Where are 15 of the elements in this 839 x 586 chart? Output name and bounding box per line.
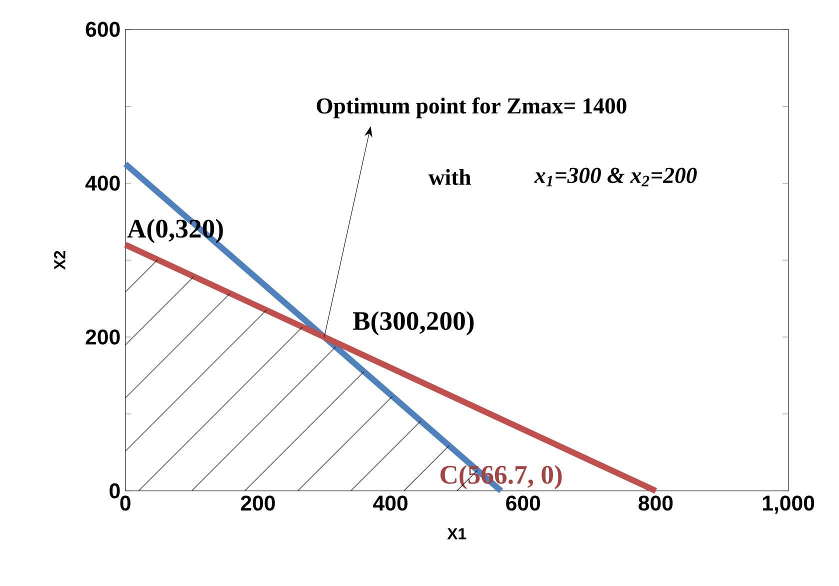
y-tick-label: 200 xyxy=(86,330,120,345)
x-axis-title: X1 xyxy=(447,528,466,540)
x-tick-label: 600 xyxy=(506,496,540,511)
annotation: Optimum point for Zmax= 1400 xyxy=(316,98,626,118)
x-tick-label: 200 xyxy=(240,496,275,511)
y-tick-label: 0 xyxy=(110,484,120,499)
y-axis-title: X2 xyxy=(54,251,66,270)
annotation: with xyxy=(428,169,471,186)
y-tick-label: 600 xyxy=(86,22,120,38)
x-tick-label: 400 xyxy=(373,496,408,511)
x-tick-label: 1,000 xyxy=(762,496,814,514)
y-tick-label: 400 xyxy=(85,176,120,191)
annotation: x$_{1}$=300 & x$_{2}$=200 xyxy=(534,168,697,187)
x-tick-label: 0 xyxy=(120,496,130,511)
x-tick-label: 800 xyxy=(638,496,673,511)
